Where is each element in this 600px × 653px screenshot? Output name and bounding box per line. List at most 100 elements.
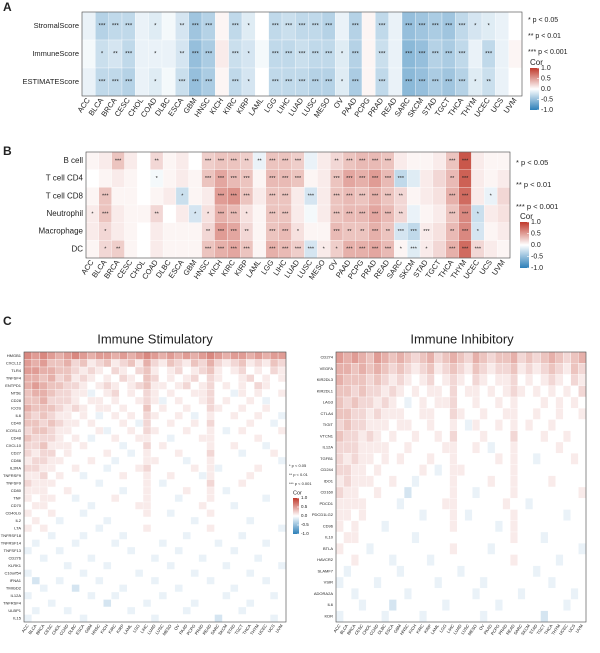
- heatmap-cell: [246, 501, 255, 510]
- row-label: IL2: [15, 518, 21, 523]
- heatmap-cell: [150, 501, 160, 510]
- heatmap-cell: [547, 498, 556, 510]
- heatmap-cell: [291, 187, 305, 206]
- heatmap-cell: [119, 389, 128, 398]
- row-label: DC: [71, 244, 83, 253]
- heatmap-cell: [547, 554, 556, 566]
- heatmap-cell: [238, 411, 247, 420]
- heatmap-cell: [158, 374, 168, 383]
- heatmap-cell: [174, 561, 183, 570]
- heatmap-cell: [277, 591, 287, 600]
- heatmap-cell: [63, 606, 72, 615]
- heatmap-cell: [525, 363, 534, 375]
- heatmap-cell: [464, 486, 473, 499]
- heatmap-cell: [525, 520, 534, 533]
- heatmap-cell: [63, 449, 72, 458]
- heatmap-cell: [510, 588, 518, 600]
- heatmap-cell: [206, 359, 215, 368]
- heatmap-cell: [55, 599, 64, 608]
- heatmap-cell: [127, 434, 136, 443]
- heatmap-cell: [63, 426, 72, 435]
- heatmap-cell: [111, 411, 120, 420]
- row-label: TNFSF9: [6, 480, 22, 485]
- heatmap-cell: [230, 479, 239, 488]
- heatmap-cell: [555, 520, 564, 533]
- heatmap-cell: [55, 441, 64, 450]
- column-label: CESC: [353, 623, 364, 635]
- heatmap-cell: [358, 520, 367, 533]
- heatmap-cell: [335, 11, 349, 41]
- heatmap-cell: [238, 479, 247, 488]
- significance-label: ***: [432, 52, 440, 58]
- heatmap-cell: [206, 366, 215, 375]
- heatmap-cell: [525, 588, 534, 600]
- column-label: UCEC: [257, 623, 268, 636]
- heatmap-cell: [578, 599, 587, 611]
- heatmap-cell: [277, 524, 287, 533]
- heatmap-cell: [358, 509, 367, 521]
- heatmap-cell: [111, 169, 125, 188]
- heatmap-cell: [419, 576, 428, 589]
- heatmap-cell: [103, 449, 112, 458]
- column-label: LAML: [123, 623, 134, 635]
- heatmap-cell: [434, 351, 443, 364]
- colorbar-tick-label: 0.0: [301, 513, 308, 518]
- heatmap-cell: [269, 509, 279, 518]
- heatmap-cell: [254, 494, 263, 503]
- heatmap-cell: [182, 389, 191, 398]
- column-label: GBM: [393, 623, 403, 634]
- heatmap-cell: [487, 588, 496, 600]
- heatmap-cell: [119, 554, 128, 563]
- heatmap-cell: [404, 430, 412, 443]
- heatmap-cell: [175, 151, 189, 170]
- heatmap-cell: [495, 67, 509, 97]
- heatmap-cell: [39, 456, 48, 465]
- heatmap-cell: [142, 561, 152, 570]
- heatmap-cell: [206, 449, 215, 458]
- heatmap-cell: [479, 531, 488, 544]
- heatmap-cell: [578, 351, 587, 364]
- heatmap-cell: [510, 453, 518, 465]
- heatmap-cell: [578, 520, 587, 533]
- heatmap-cell: [111, 486, 120, 495]
- heatmap-cell: [198, 381, 207, 390]
- heatmap-cell: [23, 396, 33, 405]
- heatmap-cell: [510, 576, 518, 589]
- colorbar-tick-label: 0.5: [301, 504, 308, 509]
- heatmap-cell: [494, 441, 503, 454]
- column-label: MESO: [467, 623, 479, 637]
- heatmap-cell: [158, 569, 168, 578]
- heatmap-cell: [71, 471, 80, 480]
- heatmap-cell: [252, 204, 267, 223]
- significance-label: ***: [272, 52, 280, 58]
- heatmap-cell: [487, 565, 496, 578]
- heatmap-cell: [238, 531, 247, 540]
- heatmap-cell: [142, 389, 152, 398]
- heatmap-cell: [277, 501, 287, 510]
- row-label: IDO1: [324, 478, 334, 483]
- heatmap-cell: [434, 520, 443, 533]
- heatmap-cell: [494, 610, 503, 623]
- heatmap-cell: [419, 351, 428, 364]
- heatmap-cell: [411, 576, 420, 589]
- heatmap-cell: [222, 509, 231, 518]
- heatmap-cell: [95, 591, 104, 600]
- heatmap-cell: [198, 494, 207, 503]
- heatmap-cell: [103, 494, 112, 503]
- heatmap-cell: [158, 441, 168, 450]
- heatmap-cell: [166, 471, 175, 480]
- heatmap-cell: [175, 240, 189, 259]
- heatmap-cell: [555, 475, 564, 488]
- heatmap-cell: [135, 449, 144, 458]
- heatmap-cell: [222, 561, 231, 570]
- heatmap-cell: [71, 576, 80, 585]
- significance-label: ***: [282, 229, 289, 235]
- heatmap-cell: [441, 464, 450, 476]
- significance-note: ** p < 0.01: [516, 180, 551, 189]
- heatmap-cell: [343, 363, 352, 375]
- heatmap-cell: [578, 498, 587, 510]
- significance-label: ***: [372, 194, 379, 200]
- significance-label: **: [113, 52, 118, 58]
- heatmap-cell: [335, 475, 344, 488]
- heatmap-cell: [373, 599, 382, 611]
